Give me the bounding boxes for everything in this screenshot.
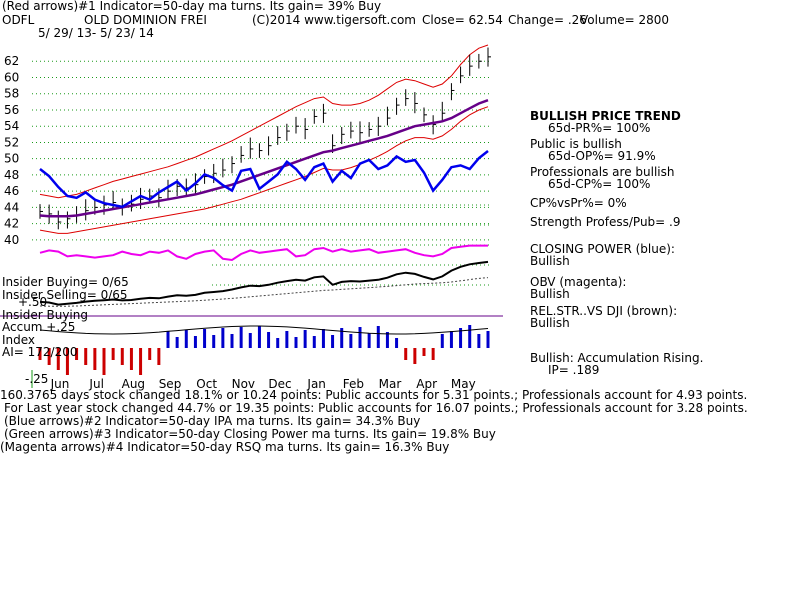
accum-label: Accum +.25 bbox=[2, 320, 76, 334]
minus-25-label: -.25 bbox=[25, 372, 49, 386]
ticker: ODFL bbox=[2, 13, 35, 27]
month-label-feb: Feb bbox=[343, 377, 364, 391]
price-tick-58: 58 bbox=[4, 87, 19, 101]
date-range: 5/ 29/ 13- 5/ 23/ 14 bbox=[38, 26, 154, 40]
pr-value: 65d-PR%= 100% bbox=[548, 121, 651, 135]
accum-ma-line bbox=[39, 325, 489, 335]
index-label: Index bbox=[2, 333, 36, 347]
price-tick-56: 56 bbox=[4, 103, 19, 117]
price-tick-54: 54 bbox=[4, 119, 19, 133]
closing-power-line bbox=[39, 150, 489, 209]
month-label-apr: Apr bbox=[416, 377, 437, 391]
close-value: Close= 62.54 bbox=[422, 13, 503, 27]
month-label-jun: Jun bbox=[50, 377, 70, 391]
relstr-state: Bullish bbox=[530, 316, 570, 330]
price-tick-52: 52 bbox=[4, 135, 19, 149]
obv-state: Bullish bbox=[530, 287, 570, 301]
insider-buying-label: Insider Buying bbox=[2, 308, 88, 322]
upper-band-line bbox=[39, 44, 489, 199]
footer-line-1: 160.3765 days stock changed 18.1% or 10.… bbox=[0, 388, 748, 402]
closing-power-title: CLOSING POWER (blue): bbox=[530, 242, 675, 256]
price-tick-46: 46 bbox=[4, 184, 19, 198]
copyright: (C)2014 www.tigersoft.com bbox=[252, 13, 416, 27]
price-tick-40: 40 bbox=[4, 233, 19, 247]
month-label-nov: Nov bbox=[232, 377, 255, 391]
volume-value: Volume= 2800 bbox=[580, 13, 670, 27]
accumulation-status: Bullish: Accumulation Rising. bbox=[530, 351, 704, 365]
month-label-jul: Jul bbox=[88, 377, 103, 391]
ip-value: IP= .189 bbox=[548, 363, 600, 377]
price-tick-48: 48 bbox=[4, 168, 19, 182]
footer-line-4: (Green arrows)#3 Indicator=50-day Closin… bbox=[4, 427, 496, 441]
footer-line-5: (Magenta arrows)#4 Indicator=50-day RSQ … bbox=[0, 440, 450, 454]
footer-line-2: For Last year stock changed 44.7% or 19.… bbox=[4, 401, 748, 415]
insider-buying-count: Insider Buying= 0/65 bbox=[2, 275, 129, 289]
price-tick-42: 42 bbox=[4, 217, 19, 231]
month-label-may: May bbox=[451, 377, 476, 391]
trend-title: BULLISH PRICE TREND bbox=[530, 109, 681, 123]
change-value: Change= .26 bbox=[508, 13, 587, 27]
obv-title: OBV (magenta): bbox=[530, 275, 627, 289]
lower-band-line bbox=[39, 106, 489, 234]
relative-strength-ma-line bbox=[39, 277, 489, 307]
relstr-title: REL.STR..VS DJI (brown): bbox=[530, 304, 678, 318]
op-value: 65d-OP%= 91.9% bbox=[548, 149, 656, 163]
obv-line bbox=[39, 244, 488, 262]
relative-strength-line bbox=[39, 260, 489, 306]
ai-label: AI= 172/200 bbox=[2, 345, 78, 359]
footer-line-3: (Blue arrows)#2 Indicator=50-day IPA ma … bbox=[4, 414, 421, 428]
cp-value: 65d-CP%= 100% bbox=[548, 177, 651, 191]
month-label-oct: Oct bbox=[196, 377, 217, 391]
insider-selling-count: Insider Selling= 0/65 bbox=[2, 288, 128, 302]
month-label-aug: Aug bbox=[122, 377, 145, 391]
ma50-line bbox=[39, 99, 489, 218]
month-label-jan: Jan bbox=[306, 377, 326, 391]
professionals-status: Professionals are bullish bbox=[530, 165, 675, 179]
month-label-sep: Sep bbox=[159, 377, 182, 391]
month-label-mar: Mar bbox=[379, 377, 402, 391]
strength-value: Strength Profess/Pub= .9 bbox=[530, 215, 681, 229]
month-label-dec: Dec bbox=[268, 377, 291, 391]
company-name: OLD DOMINION FREI bbox=[84, 13, 207, 27]
public-status: Public is bullish bbox=[530, 137, 622, 151]
closing-power-state: Bullish bbox=[530, 254, 570, 268]
price-tick-50: 50 bbox=[4, 152, 19, 166]
price-tick-44: 44 bbox=[4, 200, 19, 214]
price-tick-60: 60 bbox=[4, 70, 19, 84]
cpvspr-value: CP%vsPr%= 0% bbox=[530, 196, 627, 210]
indicator-line: (Red arrows)#1 Indicator=50-day ma turns… bbox=[2, 0, 382, 13]
price-tick-62: 62 bbox=[4, 54, 19, 68]
plus-50-label: +.50 bbox=[18, 295, 48, 309]
